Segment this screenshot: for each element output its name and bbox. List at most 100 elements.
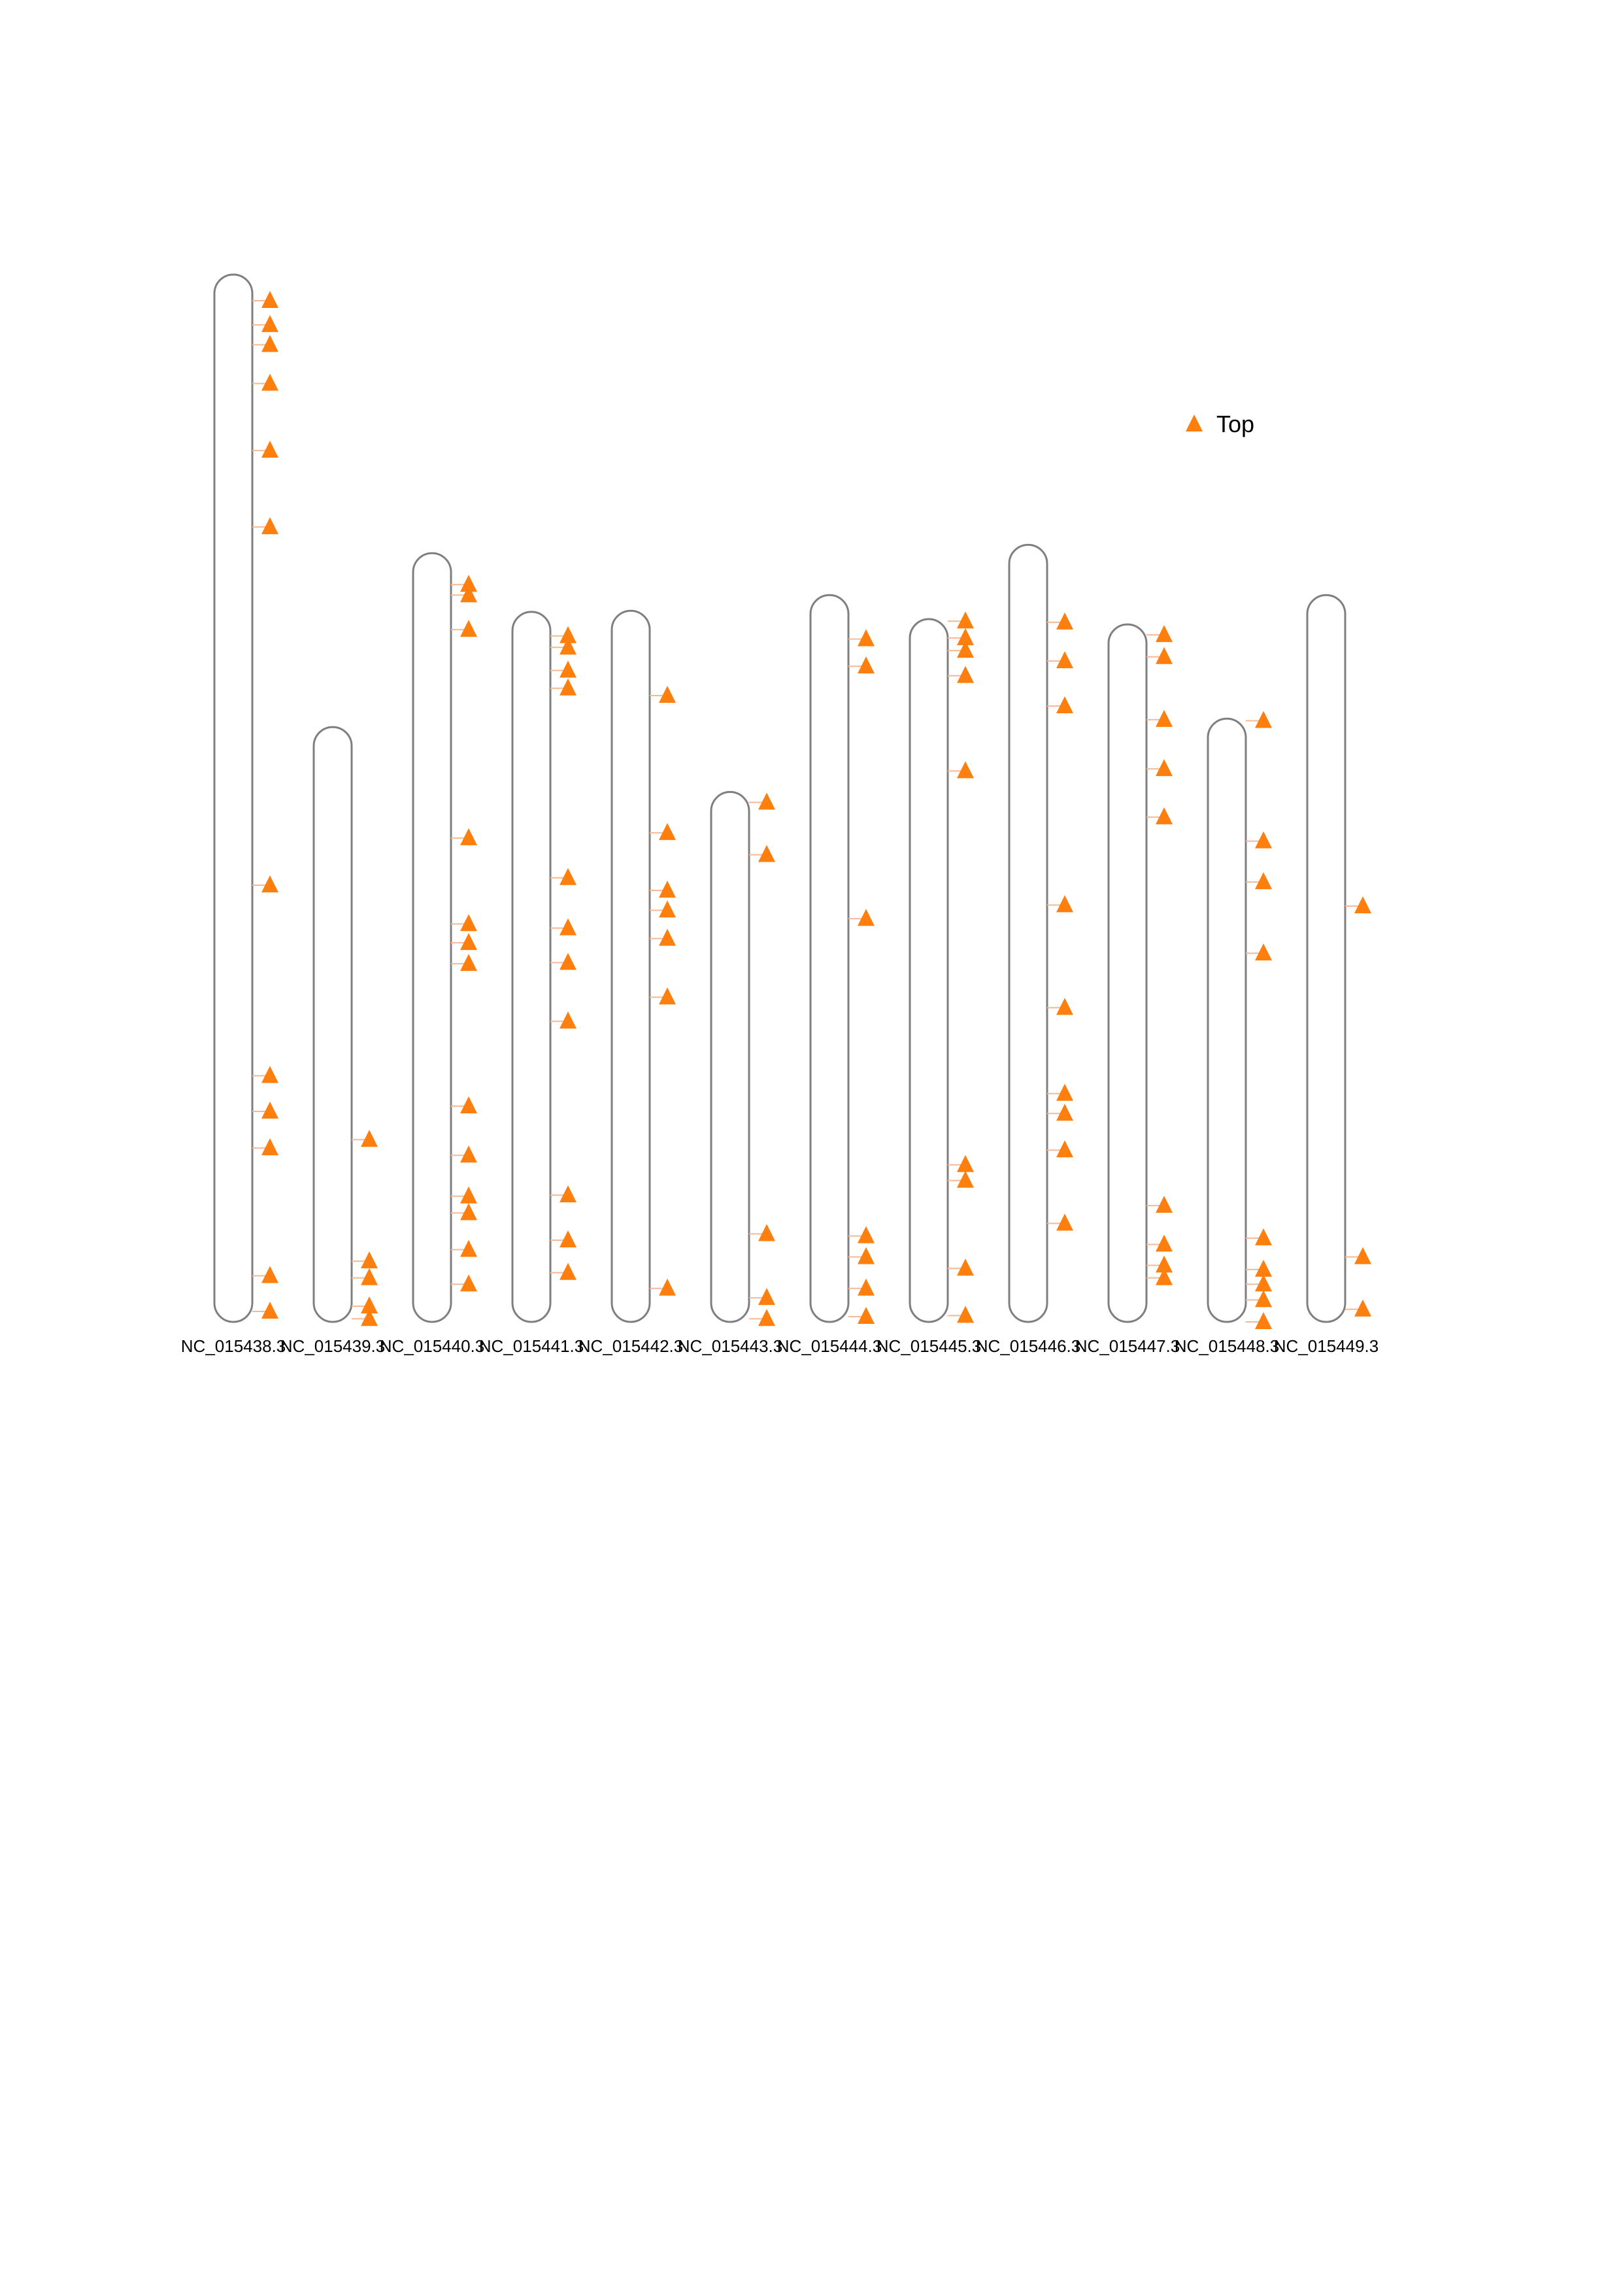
marker-triangle bbox=[957, 1306, 974, 1323]
marker-triangle bbox=[1056, 1104, 1073, 1121]
marker-triangle bbox=[957, 1258, 974, 1276]
marker-triangle bbox=[560, 637, 577, 655]
marker-triangle bbox=[460, 1203, 477, 1221]
marker-triangle bbox=[758, 1288, 775, 1306]
chromosome-NC_015445.3 bbox=[909, 618, 949, 1323]
marker-triangle bbox=[659, 987, 676, 1005]
marker-triangle bbox=[560, 953, 577, 970]
chromosome-labels: NC_015438.3NC_015439.3NC_015440.3NC_0154… bbox=[181, 1336, 1379, 1356]
marker-leader-lines bbox=[252, 300, 1359, 1323]
chromosome-NC_015441.3 bbox=[511, 611, 552, 1323]
marker-triangle bbox=[957, 611, 974, 629]
marker-triangle bbox=[1255, 831, 1272, 849]
marker-triangle bbox=[758, 1224, 775, 1241]
marker-triangle bbox=[560, 1185, 577, 1203]
legend-marker-triangle bbox=[1186, 414, 1203, 431]
chromosome-label: NC_015444.3 bbox=[777, 1336, 882, 1356]
marker-triangle bbox=[560, 1011, 577, 1029]
chromosome-label: NC_015442.3 bbox=[578, 1336, 683, 1356]
marker-triangle bbox=[460, 954, 477, 971]
marker-triangle bbox=[1156, 709, 1173, 727]
marker-triangle bbox=[261, 314, 278, 332]
marker-triangle bbox=[1156, 1268, 1173, 1285]
marker-triangle bbox=[659, 900, 676, 918]
marker-triangle bbox=[858, 1306, 875, 1324]
legend-label: Top bbox=[1216, 411, 1254, 437]
marker-triangle bbox=[1255, 1228, 1272, 1245]
chromosomes bbox=[213, 273, 1346, 1323]
marker-triangle bbox=[1255, 1290, 1272, 1308]
chromosome-label: NC_015449.3 bbox=[1274, 1336, 1379, 1356]
marker-triangle bbox=[261, 291, 278, 309]
marker-triangle bbox=[261, 373, 278, 391]
marker-triangle bbox=[858, 1226, 875, 1243]
chromosome-label: NC_015440.3 bbox=[380, 1336, 484, 1356]
chromosome-label: NC_015441.3 bbox=[479, 1336, 584, 1356]
marker-triangle bbox=[460, 914, 477, 932]
marker-triangle bbox=[1056, 612, 1073, 630]
marker-triangle bbox=[1255, 1274, 1272, 1292]
marker-triangle bbox=[1354, 1299, 1371, 1317]
marker-triangle bbox=[261, 517, 278, 535]
marker-triangle bbox=[1156, 1255, 1173, 1273]
legend: Top bbox=[1186, 411, 1254, 437]
marker-triangle bbox=[858, 656, 875, 674]
chromosome-NC_015439.3 bbox=[312, 726, 353, 1323]
marker-triangle bbox=[659, 686, 676, 703]
chromosome-NC_015449.3 bbox=[1306, 594, 1346, 1323]
marker-triangle bbox=[1056, 1213, 1073, 1231]
chromosome-NC_015446.3 bbox=[1008, 543, 1048, 1323]
marker-triangle bbox=[858, 909, 875, 926]
marker-triangle bbox=[858, 1278, 875, 1296]
marker-triangle bbox=[957, 666, 974, 683]
marker-triangle bbox=[361, 1130, 378, 1147]
marker-triangle bbox=[957, 628, 974, 645]
marker-triangle bbox=[460, 1186, 477, 1204]
marker-triangle bbox=[1056, 696, 1073, 714]
marker-triangle bbox=[460, 575, 477, 592]
chromosome-label: NC_015439.3 bbox=[280, 1336, 385, 1356]
markers bbox=[261, 291, 1371, 1329]
chromosome-label: NC_015443.3 bbox=[678, 1336, 782, 1356]
marker-triangle bbox=[1056, 998, 1073, 1015]
marker-triangle bbox=[261, 1138, 278, 1156]
marker-triangle bbox=[460, 1145, 477, 1163]
chromosome-NC_015438.3 bbox=[213, 273, 254, 1323]
marker-triangle bbox=[1354, 896, 1371, 914]
marker-triangle bbox=[460, 585, 477, 603]
marker-triangle bbox=[1056, 1083, 1073, 1101]
marker-triangle bbox=[1255, 1312, 1272, 1329]
chromosome-label: NC_015448.3 bbox=[1175, 1336, 1279, 1356]
chromosome-label: NC_015445.3 bbox=[877, 1336, 981, 1356]
marker-triangle bbox=[957, 1170, 974, 1188]
marker-triangle bbox=[361, 1309, 378, 1326]
marker-triangle bbox=[659, 822, 676, 840]
marker-triangle bbox=[560, 1230, 577, 1248]
marker-triangle bbox=[560, 918, 577, 936]
marker-triangle bbox=[758, 792, 775, 810]
marker-triangle bbox=[460, 1274, 477, 1292]
marker-triangle bbox=[758, 845, 775, 862]
marker-triangle bbox=[261, 875, 278, 892]
marker-triangle bbox=[261, 1066, 278, 1083]
chromosome-label: NC_015447.3 bbox=[1075, 1336, 1180, 1356]
marker-triangle bbox=[957, 1155, 974, 1172]
marker-triangle bbox=[560, 678, 577, 696]
marker-triangle bbox=[460, 933, 477, 951]
marker-triangle bbox=[560, 626, 577, 643]
marker-triangle bbox=[1156, 759, 1173, 777]
marker-triangle bbox=[261, 1266, 278, 1283]
marker-triangle bbox=[1354, 1247, 1371, 1264]
marker-triangle bbox=[858, 629, 875, 647]
marker-triangle bbox=[361, 1268, 378, 1285]
marker-triangle bbox=[460, 1240, 477, 1257]
marker-triangle bbox=[1156, 807, 1173, 824]
chromosome-NC_015440.3 bbox=[412, 552, 452, 1323]
marker-triangle bbox=[361, 1296, 378, 1313]
marker-triangle bbox=[1156, 1234, 1173, 1252]
chromosome-NC_015443.3 bbox=[710, 790, 750, 1323]
marker-triangle bbox=[957, 641, 974, 658]
chromosome-NC_015447.3 bbox=[1107, 623, 1148, 1323]
marker-triangle bbox=[261, 335, 278, 352]
